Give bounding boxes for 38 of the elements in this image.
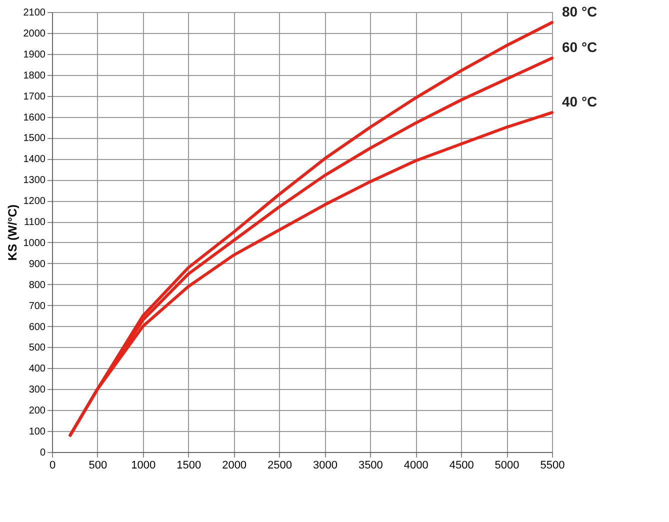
y-tick-label: 800 xyxy=(28,280,46,291)
y-tick-label: 1700 xyxy=(23,91,46,102)
y-tick-label: 1600 xyxy=(23,112,46,124)
x-tick-label: 500 xyxy=(88,460,108,472)
y-tick-label: 300 xyxy=(28,384,46,396)
x-tick-label: 4000 xyxy=(404,460,428,472)
y-tick-label: 2100 xyxy=(23,8,46,18)
x-tick-label: 2000 xyxy=(222,460,247,472)
y-tick-label: 700 xyxy=(28,300,46,312)
x-tick-label: 0 xyxy=(49,460,56,472)
x-tick-label: 5500 xyxy=(540,460,565,472)
y-tick-label: 0 xyxy=(40,448,46,458)
x-tick-label: 2500 xyxy=(268,460,292,472)
y-tick-label: 900 xyxy=(28,258,46,270)
y-tick-label: 1100 xyxy=(24,217,46,228)
x-tick-label: 5000 xyxy=(494,460,520,472)
x-tick-label: 1500 xyxy=(176,460,202,472)
y-tick-label: 200 xyxy=(28,406,46,417)
y-tick-label: 500 xyxy=(28,342,46,354)
series-label: 40 °C xyxy=(562,94,598,110)
y-tick-label: 1900 xyxy=(23,49,46,60)
y-axis-title: KS (W/°C) xyxy=(5,204,20,261)
y-tick-label: 1200 xyxy=(23,196,46,208)
x-tick-label: 4500 xyxy=(449,460,474,472)
y-tick-label: 400 xyxy=(28,364,46,375)
y-tick-label: 1800 xyxy=(23,70,46,82)
y-tick-label: 1000 xyxy=(23,238,46,249)
x-tick-label: 3000 xyxy=(312,460,338,472)
x-tick-label: 3500 xyxy=(358,460,383,472)
y-tick-label: 600 xyxy=(28,322,46,333)
series-label: 60 °C xyxy=(562,39,598,56)
y-tick-label: 1400 xyxy=(23,154,46,166)
y-tick-label: 1300 xyxy=(23,175,46,186)
y-tick-label: 2000 xyxy=(23,28,46,40)
series-label: 80 °C xyxy=(562,3,598,20)
y-tick-label: 100 xyxy=(28,426,46,438)
x-tick-label: 1000 xyxy=(131,460,156,472)
y-tick-label: 1500 xyxy=(23,133,46,144)
